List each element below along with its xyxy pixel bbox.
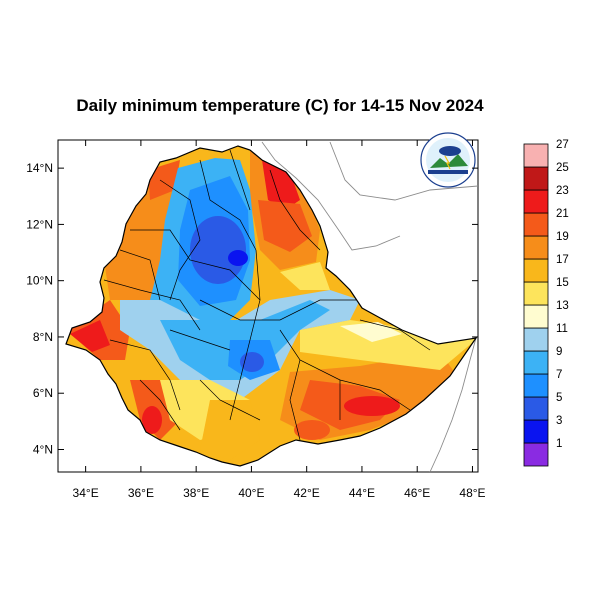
- colorbar-swatch: [523, 304, 549, 329]
- colorbar-label: 3: [556, 415, 562, 427]
- x-tick-label: 38°E: [183, 486, 209, 500]
- x-tick-label: 34°E: [73, 486, 99, 500]
- colorbar-swatch: [523, 143, 549, 168]
- neighbour-coastlines: [261, 141, 479, 473]
- x-tick-label: 40°E: [238, 486, 264, 500]
- colorbar-swatch: [523, 166, 549, 191]
- y-tick-label: 8°N: [33, 330, 53, 344]
- colorbar-swatch: [523, 212, 549, 237]
- x-tick-label: 44°E: [349, 486, 375, 500]
- colorbar-label: 25: [556, 162, 569, 174]
- ethiopian-meteorology-institute-logo: [420, 132, 476, 188]
- colorbar-label: 21: [556, 208, 569, 220]
- colorbar-swatch: [523, 258, 549, 283]
- x-tick-label: 48°E: [459, 486, 485, 500]
- y-tick-label: 4°N: [33, 442, 53, 456]
- colorbar-label: 19: [556, 231, 569, 243]
- x-tick-label: 42°E: [294, 486, 320, 500]
- colorbar-label: 15: [556, 277, 569, 289]
- colorbar-label: 5: [556, 392, 562, 404]
- colorbar-label: 9: [556, 346, 562, 358]
- y-tick-label: 12°N: [26, 217, 53, 231]
- colorbar-swatch: [523, 442, 549, 467]
- admin-boundaries: [103, 149, 431, 441]
- colorbar-label: 1: [556, 438, 562, 450]
- colorbar-label: 27: [556, 139, 569, 151]
- colorbar-swatch: [523, 189, 549, 214]
- x-axis: 34°E 36°E 38°E 40°E 42°E 44°E 46°E 48°E: [73, 140, 486, 500]
- y-tick-label: 10°N: [26, 274, 53, 288]
- colorbar-swatch: [523, 419, 549, 444]
- colorbar-label: 7: [556, 369, 562, 381]
- colorbar-label: 13: [556, 300, 569, 312]
- colorbar-swatch: [523, 281, 549, 306]
- colorbar-label: 17: [556, 254, 569, 266]
- colorbar-label: 23: [556, 185, 569, 197]
- colorbar-swatch: [523, 373, 549, 398]
- y-axis: 14°N 12°N 10°N 8°N 6°N 4°N: [26, 161, 478, 456]
- y-tick-label: 14°N: [26, 161, 53, 175]
- colorbar-swatch: [523, 327, 549, 352]
- map-title: Daily minimum temperature (C) for 14-15 …: [76, 96, 484, 115]
- colorbar-label: 11: [556, 323, 568, 335]
- x-tick-label: 36°E: [128, 486, 154, 500]
- y-tick-label: 6°N: [33, 386, 53, 400]
- colorbar-swatch: [523, 235, 549, 260]
- colorbar-swatch: [523, 350, 549, 375]
- x-tick-label: 46°E: [404, 486, 430, 500]
- colorbar-swatch: [523, 396, 549, 421]
